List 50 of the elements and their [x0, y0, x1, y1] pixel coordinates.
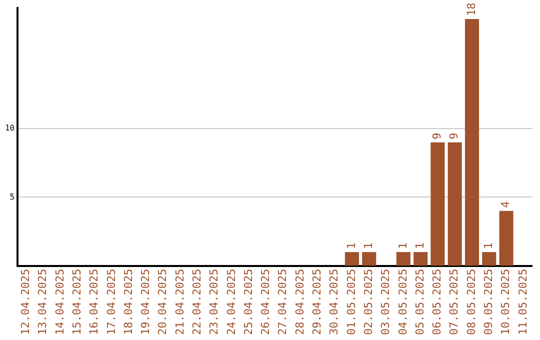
x-tick-label: 20.04.2025	[156, 268, 170, 336]
x-tick-label: 14.04.2025	[53, 268, 66, 336]
y-tick-label: 10	[4, 124, 15, 133]
data-label: 1	[413, 242, 426, 250]
bar	[482, 252, 496, 266]
x-tick-label: 01.05.2025	[344, 268, 358, 336]
x-tick-label: 24.04.2025	[224, 268, 238, 336]
x-tick-label: 18.04.2025	[122, 268, 135, 336]
x-tick-label: 22.04.2025	[190, 268, 204, 336]
x-tick-label: 07.05.2025	[448, 268, 461, 336]
x-tick-label: 28.04.2025	[293, 268, 306, 336]
bar	[430, 142, 445, 266]
y-tick-label: 5	[10, 192, 15, 202]
data-label: 1	[344, 242, 358, 250]
bar	[396, 252, 410, 266]
x-tick-label: 15.04.2025	[70, 268, 84, 336]
data-label: 1	[482, 242, 495, 250]
x-tick-label: 10.05.2025	[499, 268, 512, 336]
data-label: 4	[499, 200, 512, 208]
bar	[362, 252, 376, 266]
data-label: 1	[362, 242, 375, 250]
x-tick-label: 03.05.2025	[379, 268, 392, 336]
x-tick-label: 09.05.2025	[482, 268, 495, 336]
data-label: 9	[430, 132, 444, 140]
bar	[414, 252, 428, 266]
bar	[448, 142, 462, 266]
data-label: 18	[464, 2, 478, 16]
x-tick-label: 19.04.2025	[139, 268, 152, 336]
x-tick-label: 12.04.2025	[19, 268, 32, 336]
x-tick-label: 26.04.2025	[259, 268, 272, 336]
x-tick-label: 08.05.2025	[464, 268, 478, 336]
x-tick-label: 11.05.2025	[516, 268, 530, 336]
x-tick-label: 17.04.2025	[104, 268, 118, 336]
x-tick-label: 05.05.2025	[413, 268, 426, 336]
bar	[464, 18, 480, 266]
x-tick-label: 06.05.2025	[430, 268, 444, 336]
x-tick-label: 02.05.2025	[362, 268, 375, 336]
data-label: 9	[448, 132, 461, 140]
x-tick-label: 23.04.2025	[208, 268, 221, 336]
x-tick-label: 27.04.2025	[276, 268, 290, 336]
bar	[344, 252, 359, 266]
data-label: 1	[396, 242, 410, 250]
bar	[499, 210, 514, 266]
x-tick-label: 25.04.2025	[242, 268, 255, 336]
x-tick-label: 30.04.2025	[328, 268, 341, 336]
x-tick-label: 29.04.2025	[310, 268, 324, 336]
x-tick-label: 16.04.2025	[88, 268, 101, 336]
x-tick-label: 04.05.2025	[396, 268, 410, 336]
x-tick-label: 13.04.2025	[36, 268, 50, 336]
x-tick-label: 21.04.2025	[173, 268, 186, 336]
